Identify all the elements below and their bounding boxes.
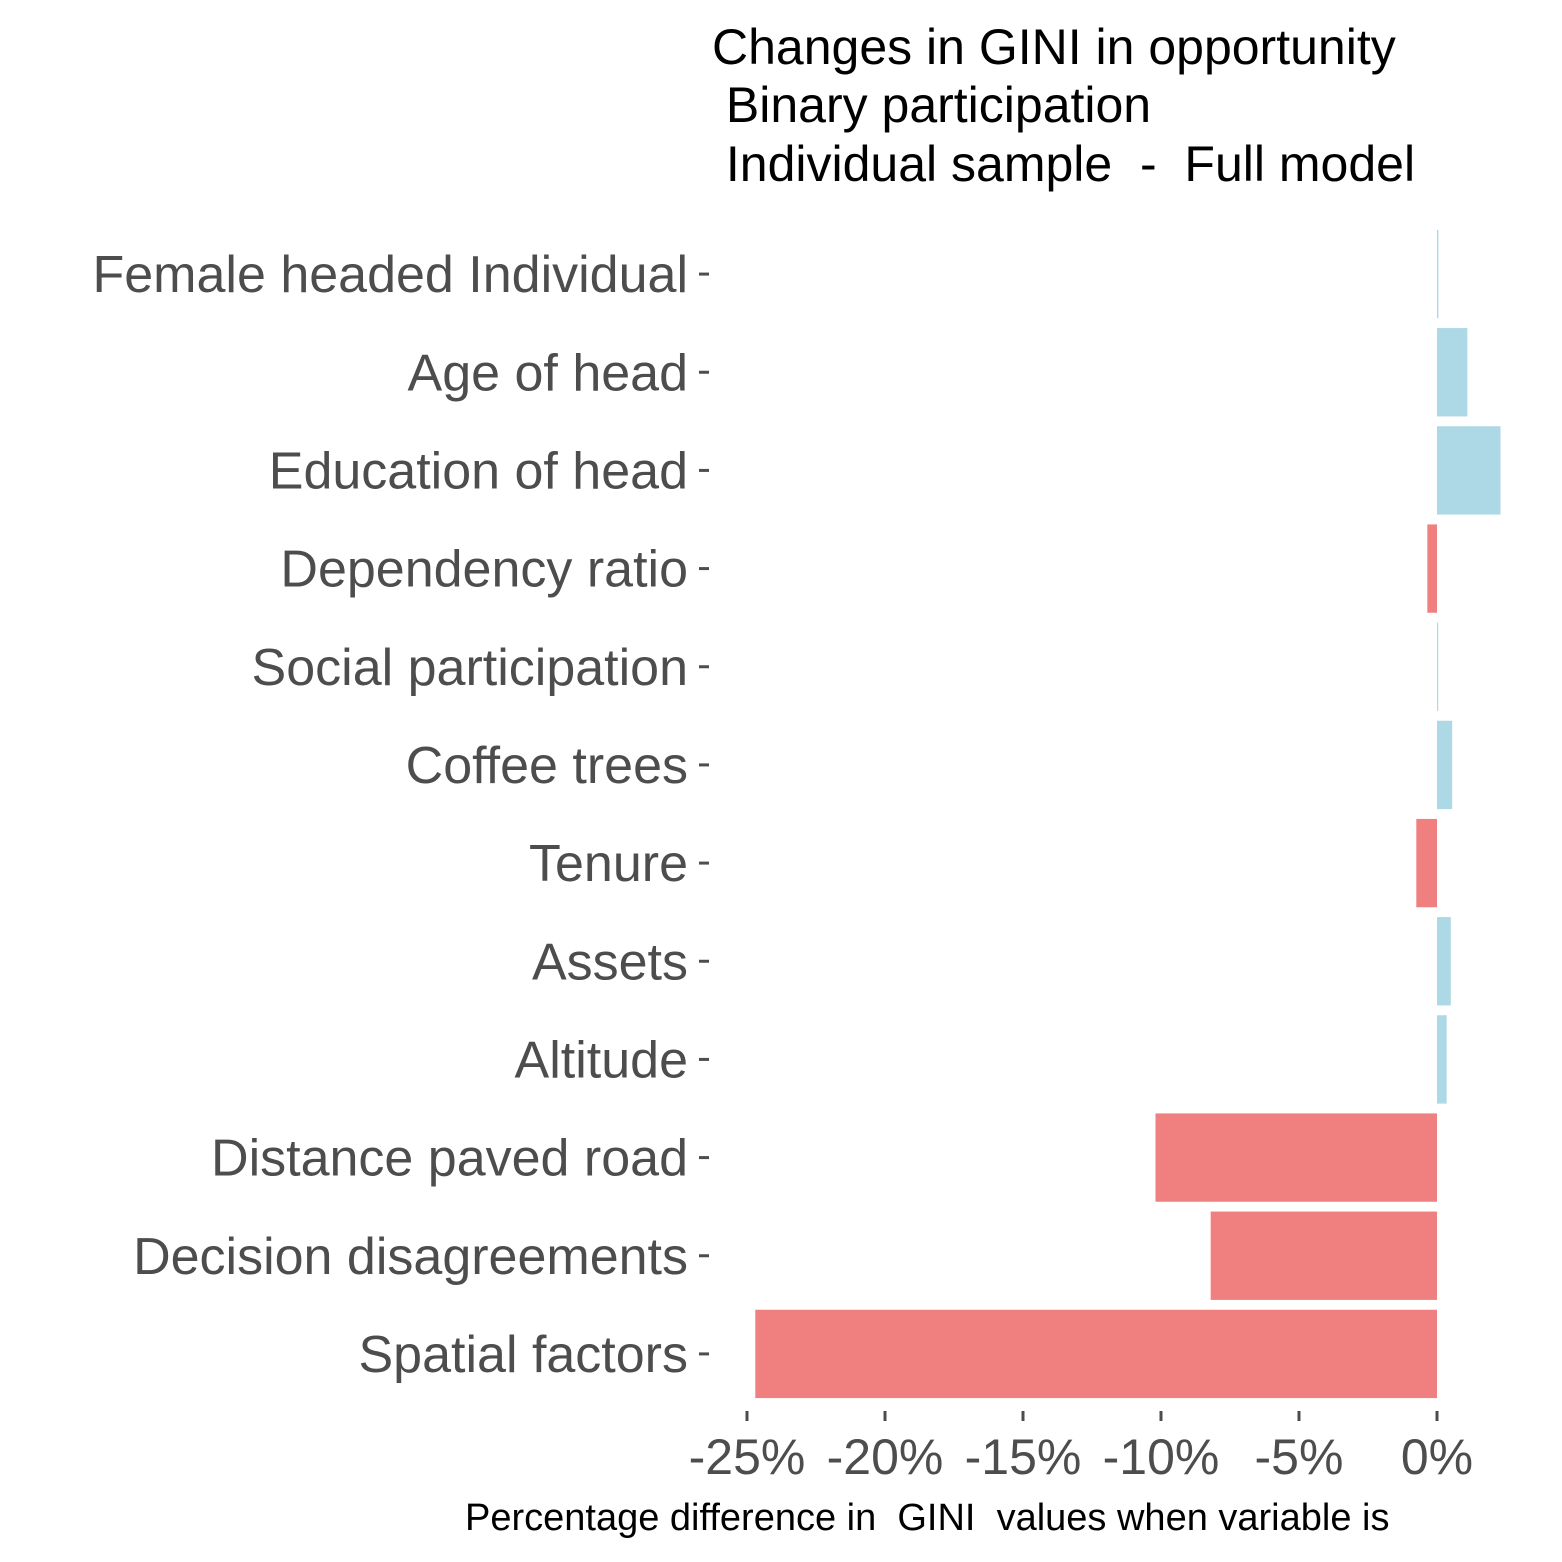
chart-title-line-1: Changes in GINI in opportunity: [712, 19, 1396, 75]
bar: [1437, 917, 1451, 1006]
y-tick-label: Age of head: [408, 344, 688, 402]
bar: [1155, 1113, 1437, 1202]
y-tick-label: Assets: [532, 933, 688, 991]
chart-title-line-2: Binary participation: [712, 77, 1151, 133]
x-axis-label: Percentage difference in GINI values whe…: [465, 1497, 1389, 1539]
bar: [1416, 818, 1437, 908]
x-tick-label: 0%: [1401, 1429, 1473, 1485]
bar: [1437, 328, 1468, 417]
y-tick-label: Female headed Individual: [92, 246, 688, 304]
y-tick-label: Dependency ratio: [280, 541, 688, 599]
bar: [1437, 1015, 1447, 1104]
y-tick-label: Altitude: [515, 1031, 688, 1089]
x-tick-label: -15%: [965, 1429, 1082, 1485]
bar: [1437, 622, 1439, 711]
x-tick-label: -20%: [827, 1429, 944, 1485]
y-tick-label: Coffee trees: [406, 737, 688, 795]
y-axis: Female headed Individual Age of head Educa…: [92, 246, 709, 1384]
y-tick-label: Education of head: [269, 442, 688, 500]
bar: [1427, 524, 1437, 613]
y-tick-label: Spatial factors: [359, 1326, 689, 1384]
bar: [1437, 720, 1453, 810]
chart-title: Changes in GINI in opportunity Binary pa…: [712, 19, 1415, 192]
bar: [1437, 426, 1501, 515]
x-axis: -25% -20% -15% -10% -5% 0%: [689, 1411, 1473, 1485]
x-tick-label: -10%: [1103, 1429, 1220, 1485]
y-tick-label: Tenure: [529, 835, 688, 893]
chart-title-line-3: Individual sample - Full model: [712, 136, 1415, 192]
y-tick-label: Distance paved road: [211, 1130, 688, 1188]
bar: [1437, 229, 1439, 319]
y-tick-label: Social participation: [252, 639, 688, 697]
x-tick-label: -25%: [689, 1429, 806, 1485]
bar: [1210, 1211, 1437, 1300]
y-tick-label: Decision disagreements: [133, 1228, 688, 1286]
x-tick-label: -5%: [1255, 1429, 1344, 1485]
bars: [755, 229, 1501, 1399]
bar: [755, 1309, 1437, 1399]
